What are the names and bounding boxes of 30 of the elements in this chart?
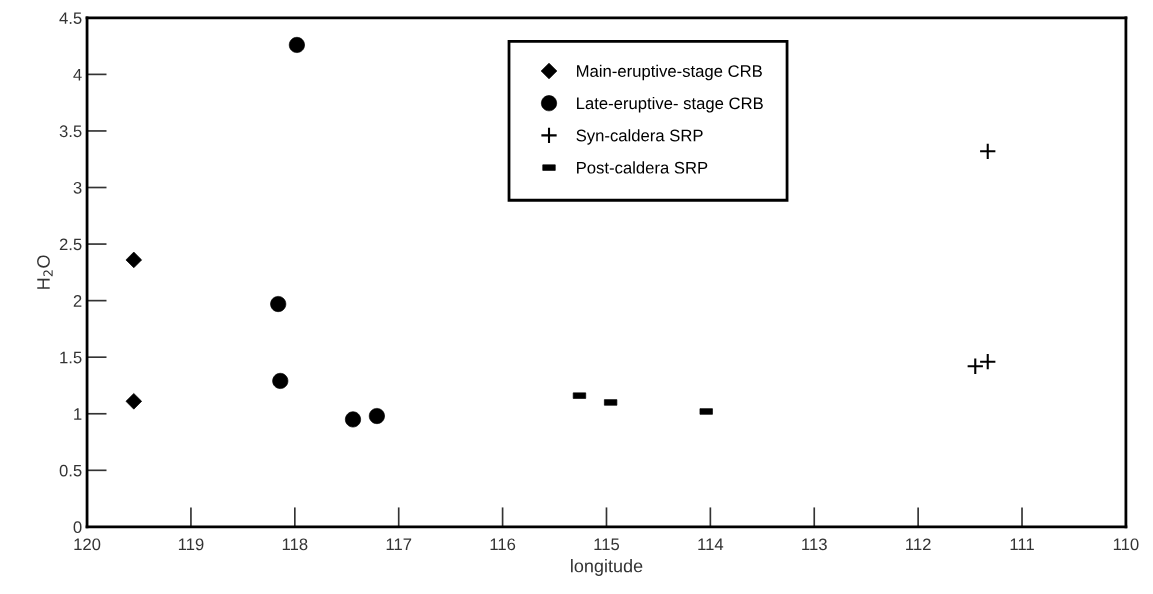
x-tick-label: 119: [178, 538, 204, 551]
y-axis-title: H$_{2}$O: [37, 255, 53, 289]
legend-label: Post-caldera SRP: [577, 161, 708, 174]
legend-label: Main-eruptive-stage CRB: [577, 64, 762, 81]
x-tick-label: 112: [906, 538, 931, 551]
x-tick-label: 114: [698, 538, 724, 551]
x-tick-label: 110: [1113, 538, 1139, 551]
y-tick-label: 0.5: [59, 464, 82, 477]
y-tick-label: 4: [73, 68, 82, 81]
y-tick-label: 3: [73, 181, 82, 194]
x-tick-label: 111: [1010, 538, 1034, 551]
x-axis-title: longitude: [571, 559, 643, 576]
point: [979, 142, 997, 160]
point: [979, 353, 997, 371]
y-tick-label: 1.5: [60, 351, 82, 364]
y-tick-label: 1: [74, 408, 82, 420]
y-tick-label: 4.5: [59, 12, 82, 25]
y-tick-label: 0: [73, 521, 82, 534]
x-tick-label: 117: [386, 538, 412, 551]
x-tick-label: 118: [282, 538, 308, 551]
legend-label: Late-eruptive- stage CRB: [577, 96, 763, 113]
y-tick-label: 2: [73, 295, 82, 307]
legend-label: Syn-caldera SRP: [576, 129, 703, 145]
y-tick-label: 2.5: [59, 238, 82, 251]
point: [966, 357, 984, 375]
x-tick-label: 120: [74, 538, 101, 551]
x-tick-label: 113: [802, 538, 827, 551]
x-tick-label: 116: [490, 538, 516, 551]
y-tick-label: 3.5: [59, 125, 82, 138]
x-tick-label: 115: [594, 538, 620, 551]
